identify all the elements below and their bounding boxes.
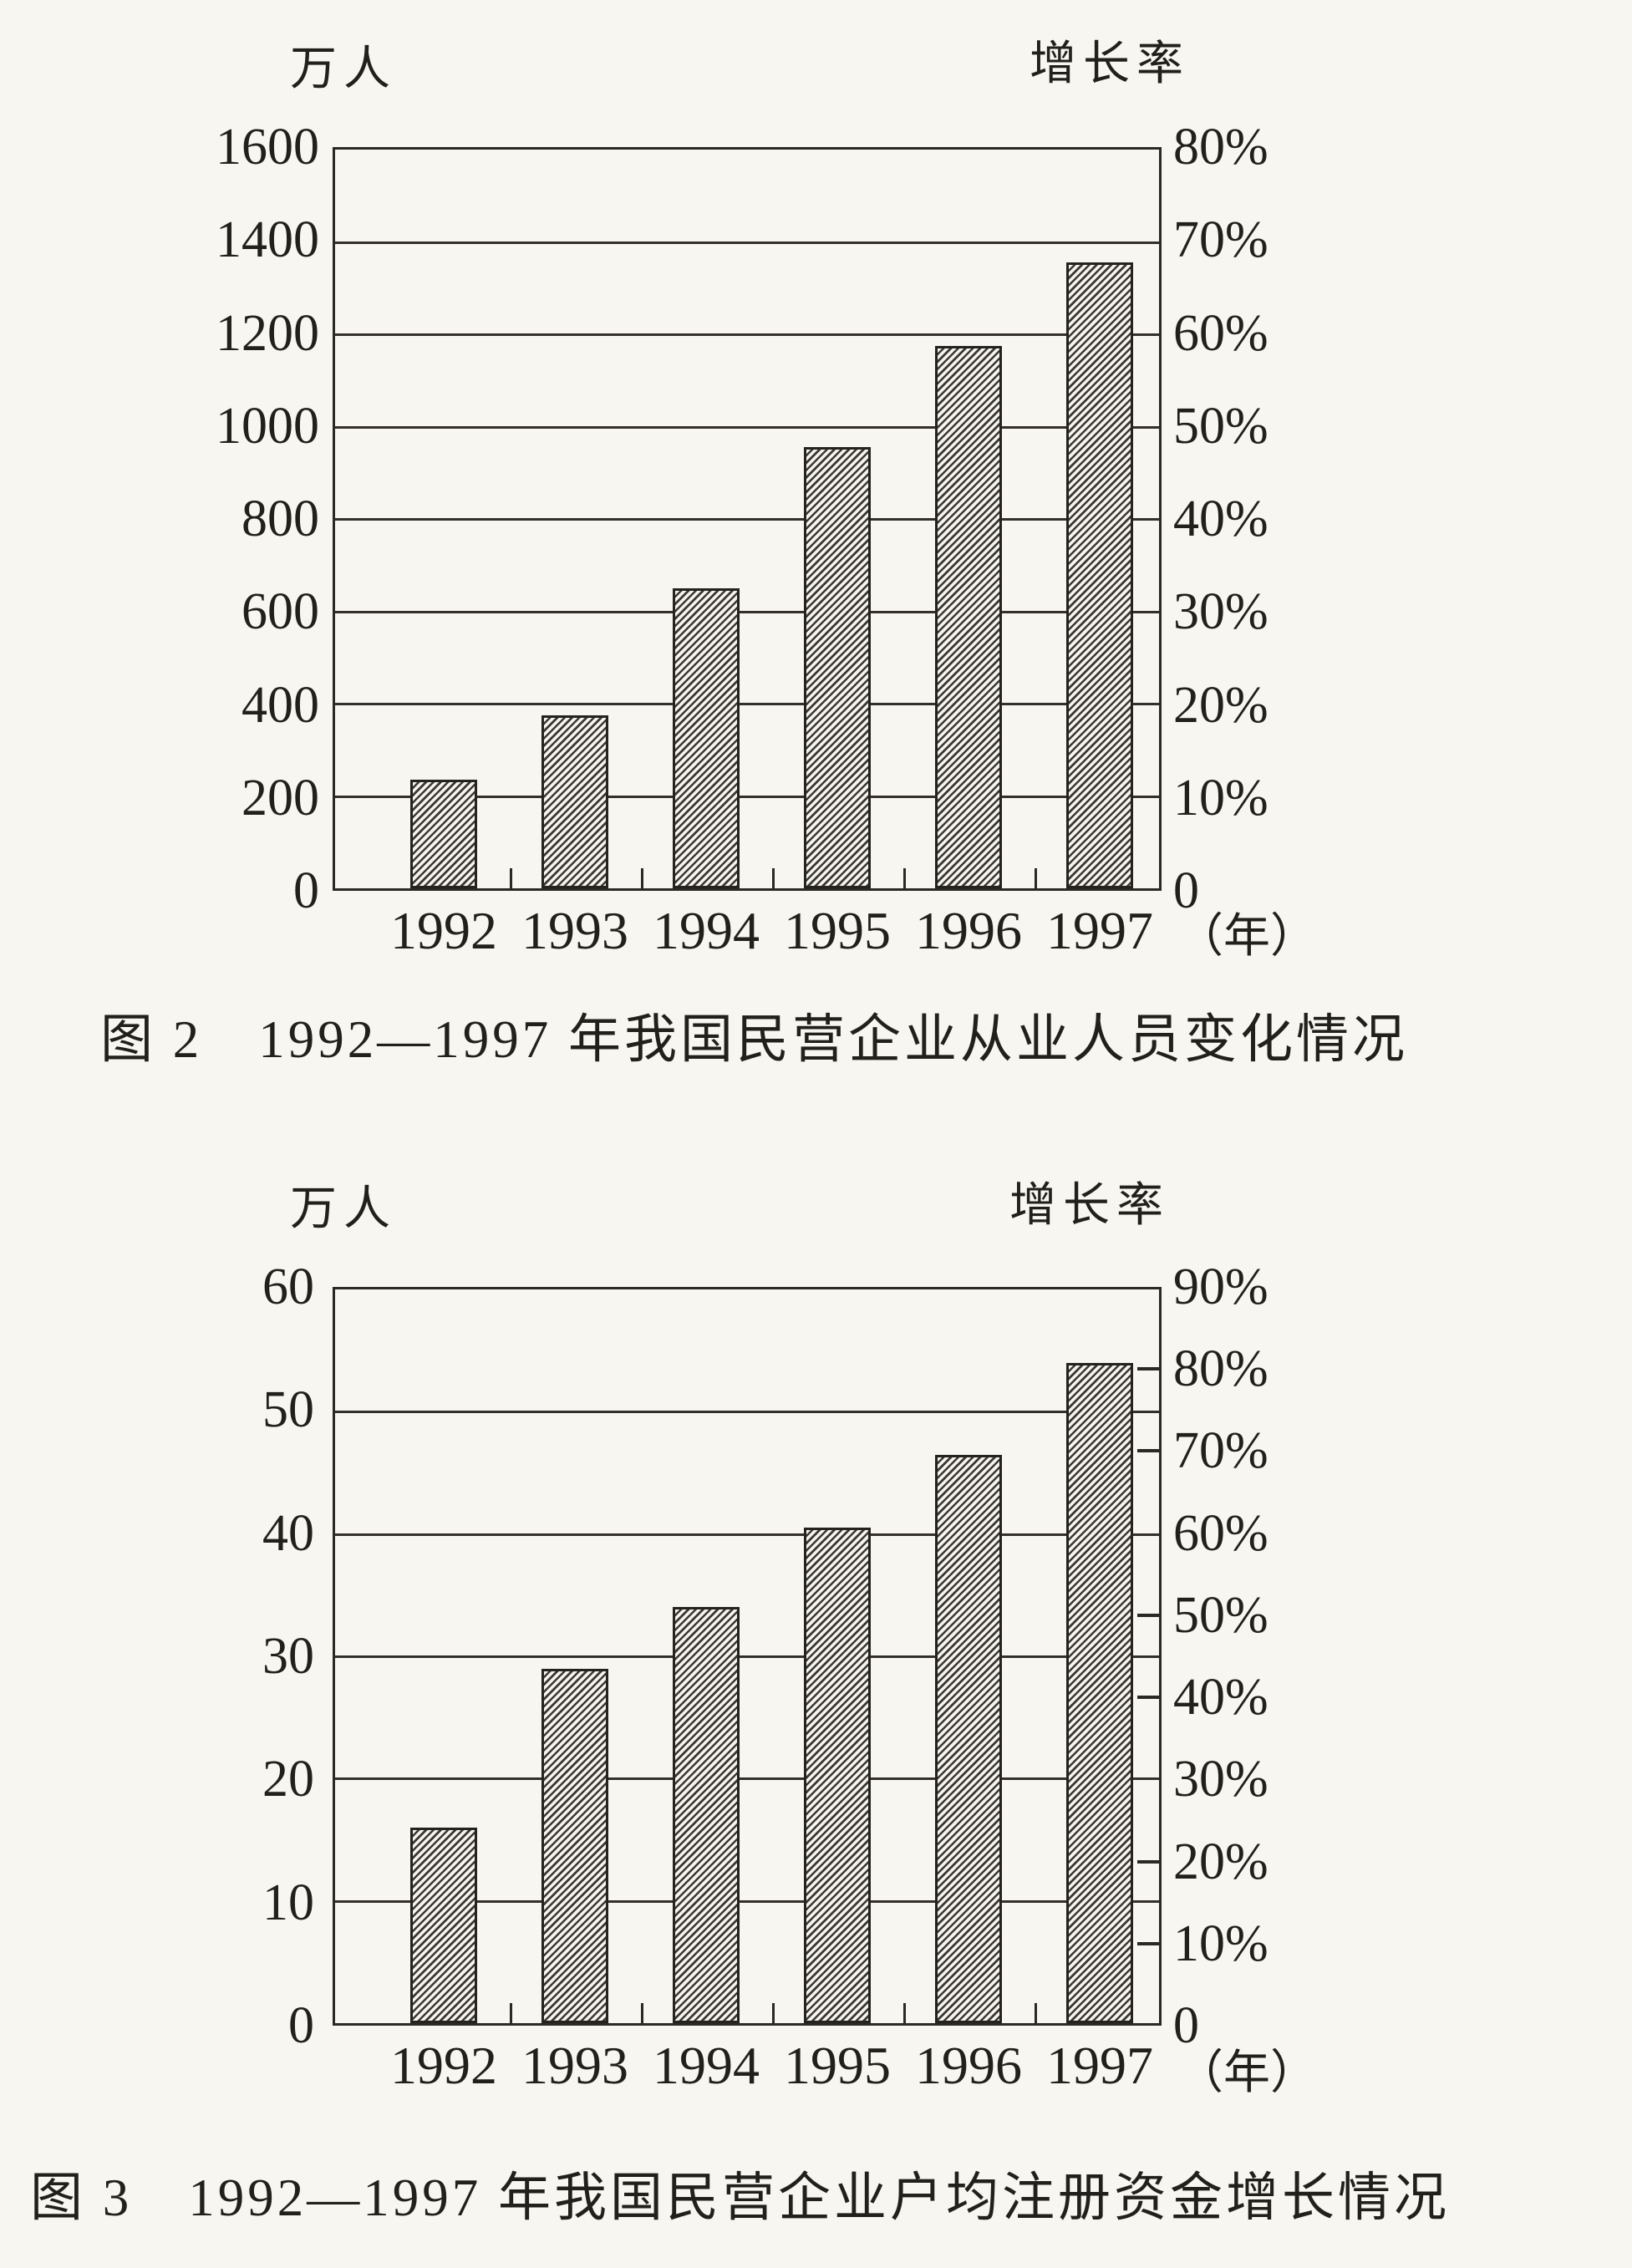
gridline xyxy=(335,518,1159,521)
x-label-1994: 1994 xyxy=(653,2036,760,2095)
figure2-x-axis-unit: （年） xyxy=(1177,911,1317,963)
x-axis-tick xyxy=(510,2003,512,2023)
gridline xyxy=(335,1900,1159,1903)
x-axis-tick xyxy=(1035,2003,1037,2023)
x-axis-tick xyxy=(641,868,643,888)
x-label-1992: 1992 xyxy=(390,901,497,960)
figure2-right-axis-unit: 增长率 xyxy=(1030,38,1190,90)
x-label-1995: 1995 xyxy=(784,901,891,960)
x-axis-tick xyxy=(903,2003,906,2023)
figure3-left-axis-unit: 万人 xyxy=(290,1183,397,1235)
bar-1997 xyxy=(1066,262,1133,888)
right-tick-80%: 80% xyxy=(1173,1340,1268,1397)
right-tick-50%: 50% xyxy=(1173,1587,1268,1644)
right-tick-60%: 60% xyxy=(1173,305,1268,362)
x-label-1992: 1992 xyxy=(390,2036,497,2095)
gridline xyxy=(335,611,1159,613)
left-tick-1000: 1000 xyxy=(216,398,319,455)
left-tick-600: 600 xyxy=(241,583,319,640)
gridline xyxy=(335,1411,1159,1413)
x-axis-tick xyxy=(1035,868,1037,888)
bar-1996 xyxy=(935,346,1002,888)
right-axis-tick-mark xyxy=(1137,1449,1159,1452)
right-tick-70%: 70% xyxy=(1173,211,1268,268)
right-tick-20%: 20% xyxy=(1173,1833,1268,1890)
left-tick-40: 40 xyxy=(262,1505,314,1562)
left-tick-20: 20 xyxy=(262,1751,314,1808)
figure2-left-axis-unit: 万人 xyxy=(290,43,397,95)
figure3-caption: 图 3 1992—1997 年我国民营企业户均注册资金增长情况 xyxy=(30,2169,1450,2227)
gridline xyxy=(335,333,1159,336)
bar-1993 xyxy=(541,1669,608,2023)
bar-1994 xyxy=(673,588,740,888)
right-tick-50%: 50% xyxy=(1173,398,1268,455)
left-tick-30: 30 xyxy=(262,1628,314,1685)
right-tick-20%: 20% xyxy=(1173,677,1268,734)
left-tick-0: 0 xyxy=(288,1997,314,2054)
left-tick-1400: 1400 xyxy=(216,211,319,268)
right-tick-90%: 90% xyxy=(1173,1259,1268,1315)
left-tick-400: 400 xyxy=(241,677,319,734)
gridline xyxy=(335,1777,1159,1780)
left-tick-60: 60 xyxy=(262,1259,314,1315)
x-label-1997: 1997 xyxy=(1046,2036,1153,2095)
right-axis-tick-mark xyxy=(1137,1696,1159,1699)
x-axis-tick xyxy=(772,868,775,888)
left-tick-200: 200 xyxy=(241,770,319,826)
x-axis-tick xyxy=(903,868,906,888)
x-label-1993: 1993 xyxy=(521,901,628,960)
bar-1995 xyxy=(804,447,871,888)
bar-1996 xyxy=(935,1455,1002,2023)
bar-1992 xyxy=(410,1828,477,2023)
right-tick-10%: 10% xyxy=(1173,1915,1268,1972)
figure2-plot-area xyxy=(333,147,1162,891)
gridline xyxy=(335,796,1159,798)
x-label-1997: 1997 xyxy=(1046,901,1153,960)
bar-1997 xyxy=(1066,1363,1133,2023)
gridline xyxy=(335,703,1159,705)
left-tick-10: 10 xyxy=(262,1874,314,1931)
right-axis-tick-mark xyxy=(1137,1367,1159,1370)
bar-1994 xyxy=(673,1607,740,2023)
right-tick-60%: 60% xyxy=(1173,1505,1268,1562)
x-axis-tick xyxy=(641,2003,643,2023)
gridline xyxy=(335,1533,1159,1536)
bar-1993 xyxy=(541,715,608,888)
right-tick-70%: 70% xyxy=(1173,1422,1268,1479)
x-label-1993: 1993 xyxy=(521,2036,628,2095)
bar-1995 xyxy=(804,1528,871,2023)
left-tick-1200: 1200 xyxy=(216,305,319,362)
x-axis-tick xyxy=(510,868,512,888)
right-tick-80%: 80% xyxy=(1173,119,1268,175)
right-axis-tick-mark xyxy=(1137,1614,1159,1617)
right-tick-40%: 40% xyxy=(1173,491,1268,547)
figure3-plot-area xyxy=(333,1287,1162,2026)
x-axis-tick xyxy=(772,2003,775,2023)
left-tick-0: 0 xyxy=(293,862,319,919)
figure3-x-axis-unit: （年） xyxy=(1177,2047,1317,2099)
right-axis-tick-mark xyxy=(1137,1860,1159,1864)
right-tick-0: 0 xyxy=(1173,862,1199,919)
right-axis-tick-mark xyxy=(1137,1942,1159,1945)
left-tick-800: 800 xyxy=(241,491,319,547)
left-tick-50: 50 xyxy=(262,1381,314,1438)
figure2-caption: 图 2 1992—1997 年我国民营企业从业人员变化情况 xyxy=(100,1010,1408,1069)
gridline xyxy=(335,242,1159,244)
right-tick-30%: 30% xyxy=(1173,1751,1268,1808)
figure3-right-axis-unit: 增长率 xyxy=(1009,1180,1170,1232)
right-tick-30%: 30% xyxy=(1173,583,1268,640)
x-label-1995: 1995 xyxy=(784,2036,891,2095)
gridline xyxy=(335,1655,1159,1658)
x-label-1996: 1996 xyxy=(915,2036,1022,2095)
right-tick-40%: 40% xyxy=(1173,1669,1268,1726)
right-tick-0: 0 xyxy=(1173,1997,1199,2054)
bar-1992 xyxy=(410,780,477,888)
x-label-1994: 1994 xyxy=(653,901,760,960)
x-label-1996: 1996 xyxy=(915,901,1022,960)
gridline xyxy=(335,426,1159,429)
left-tick-1600: 1600 xyxy=(216,119,319,175)
right-tick-10%: 10% xyxy=(1173,770,1268,826)
